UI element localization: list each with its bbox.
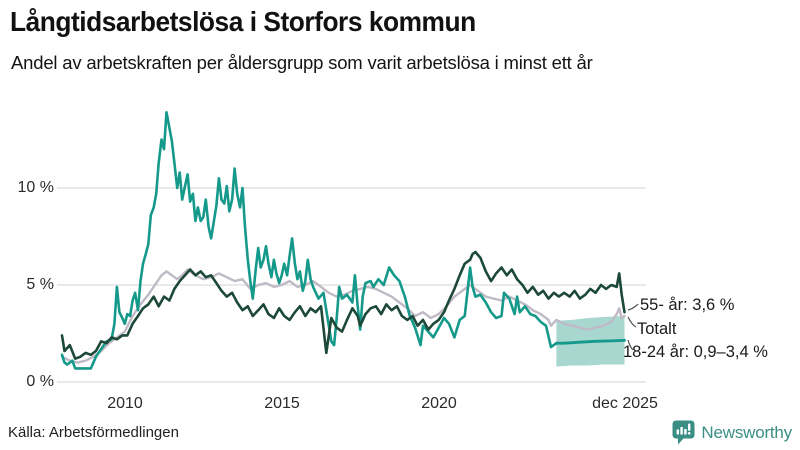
annotation-connectors [627,303,639,351]
series-line-3 [60,250,626,361]
newsworthy-logo-icon [672,420,695,445]
x-axis-tick-2010: 2010 [107,395,143,412]
series-label-total: Totalt [637,320,677,338]
x-axis-tick-2020: 2020 [421,395,457,412]
connector-18-24-line [627,339,634,351]
page-title: Långtidsarbetslösa i Storfors kommun [10,6,476,37]
connector-55-line [627,303,639,311]
connector-total-line [627,316,637,328]
y-axis-tick-10: 10 % [17,179,54,196]
series-label-55: 55- år: 3,6 % [640,296,735,314]
series-label-18-24: 18-24 år: 0,9–3,4 % [623,343,768,361]
chart-plot-area [57,111,646,383]
brand-logo: Newsworthy [672,420,792,446]
series-line-2 [555,338,626,345]
source-attribution: Källa: Arbetsförmedlingen [8,424,179,441]
series-line-1 [60,111,558,370]
page-subtitle: Andel av arbetskraften per åldersgrupp s… [11,52,593,73]
y-axis-tick-5: 5 % [26,276,54,293]
y-axis-tick-0: 0 % [26,373,54,390]
x-axis-tick-2015: 2015 [264,395,300,412]
brand-name: Newsworthy [701,423,792,442]
series-line-0 [60,268,626,364]
x-axis-tick-dec-2025: dec 2025 [592,395,658,412]
